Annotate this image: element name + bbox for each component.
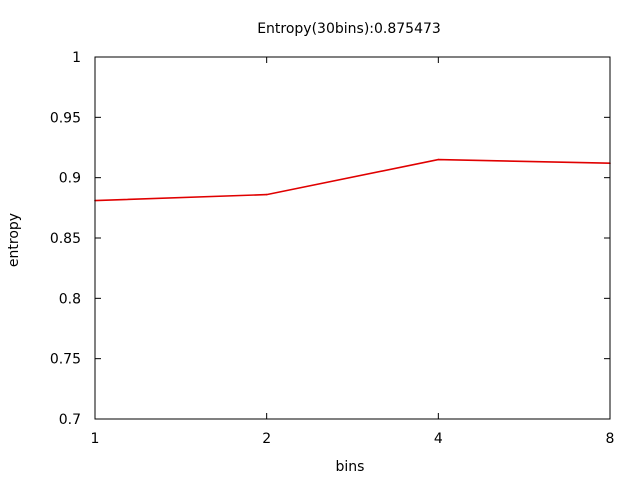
y-tick-label: 0.8 [59,291,81,307]
y-tick-label: 0.95 [50,110,81,126]
x-tick-label: 2 [262,431,271,447]
y-tick-label: 0.75 [50,352,81,368]
chart-title: Entropy(30bins):0.875473 [257,21,441,37]
y-tick-label: 0.9 [59,171,81,187]
series-line-0 [94,158,611,202]
data-point [265,193,268,196]
data-point [437,158,440,161]
y-axis-label: entropy [6,213,22,267]
x-tick-label: 1 [91,431,100,447]
series-layer [94,158,611,202]
y-tick-label: 0.7 [59,412,81,428]
axis-ticks: 0.7 0.75 0.8 0.85 0.9 0.95 1 1 2 4 8 [50,50,615,447]
y-tick-label: 0.85 [50,231,81,247]
plot-frame [94,56,611,420]
x-axis-label: bins [336,459,365,475]
x-tick-label: 8 [606,431,615,447]
y-tick-label: 1 [72,50,81,66]
x-tick-label: 4 [434,431,443,447]
